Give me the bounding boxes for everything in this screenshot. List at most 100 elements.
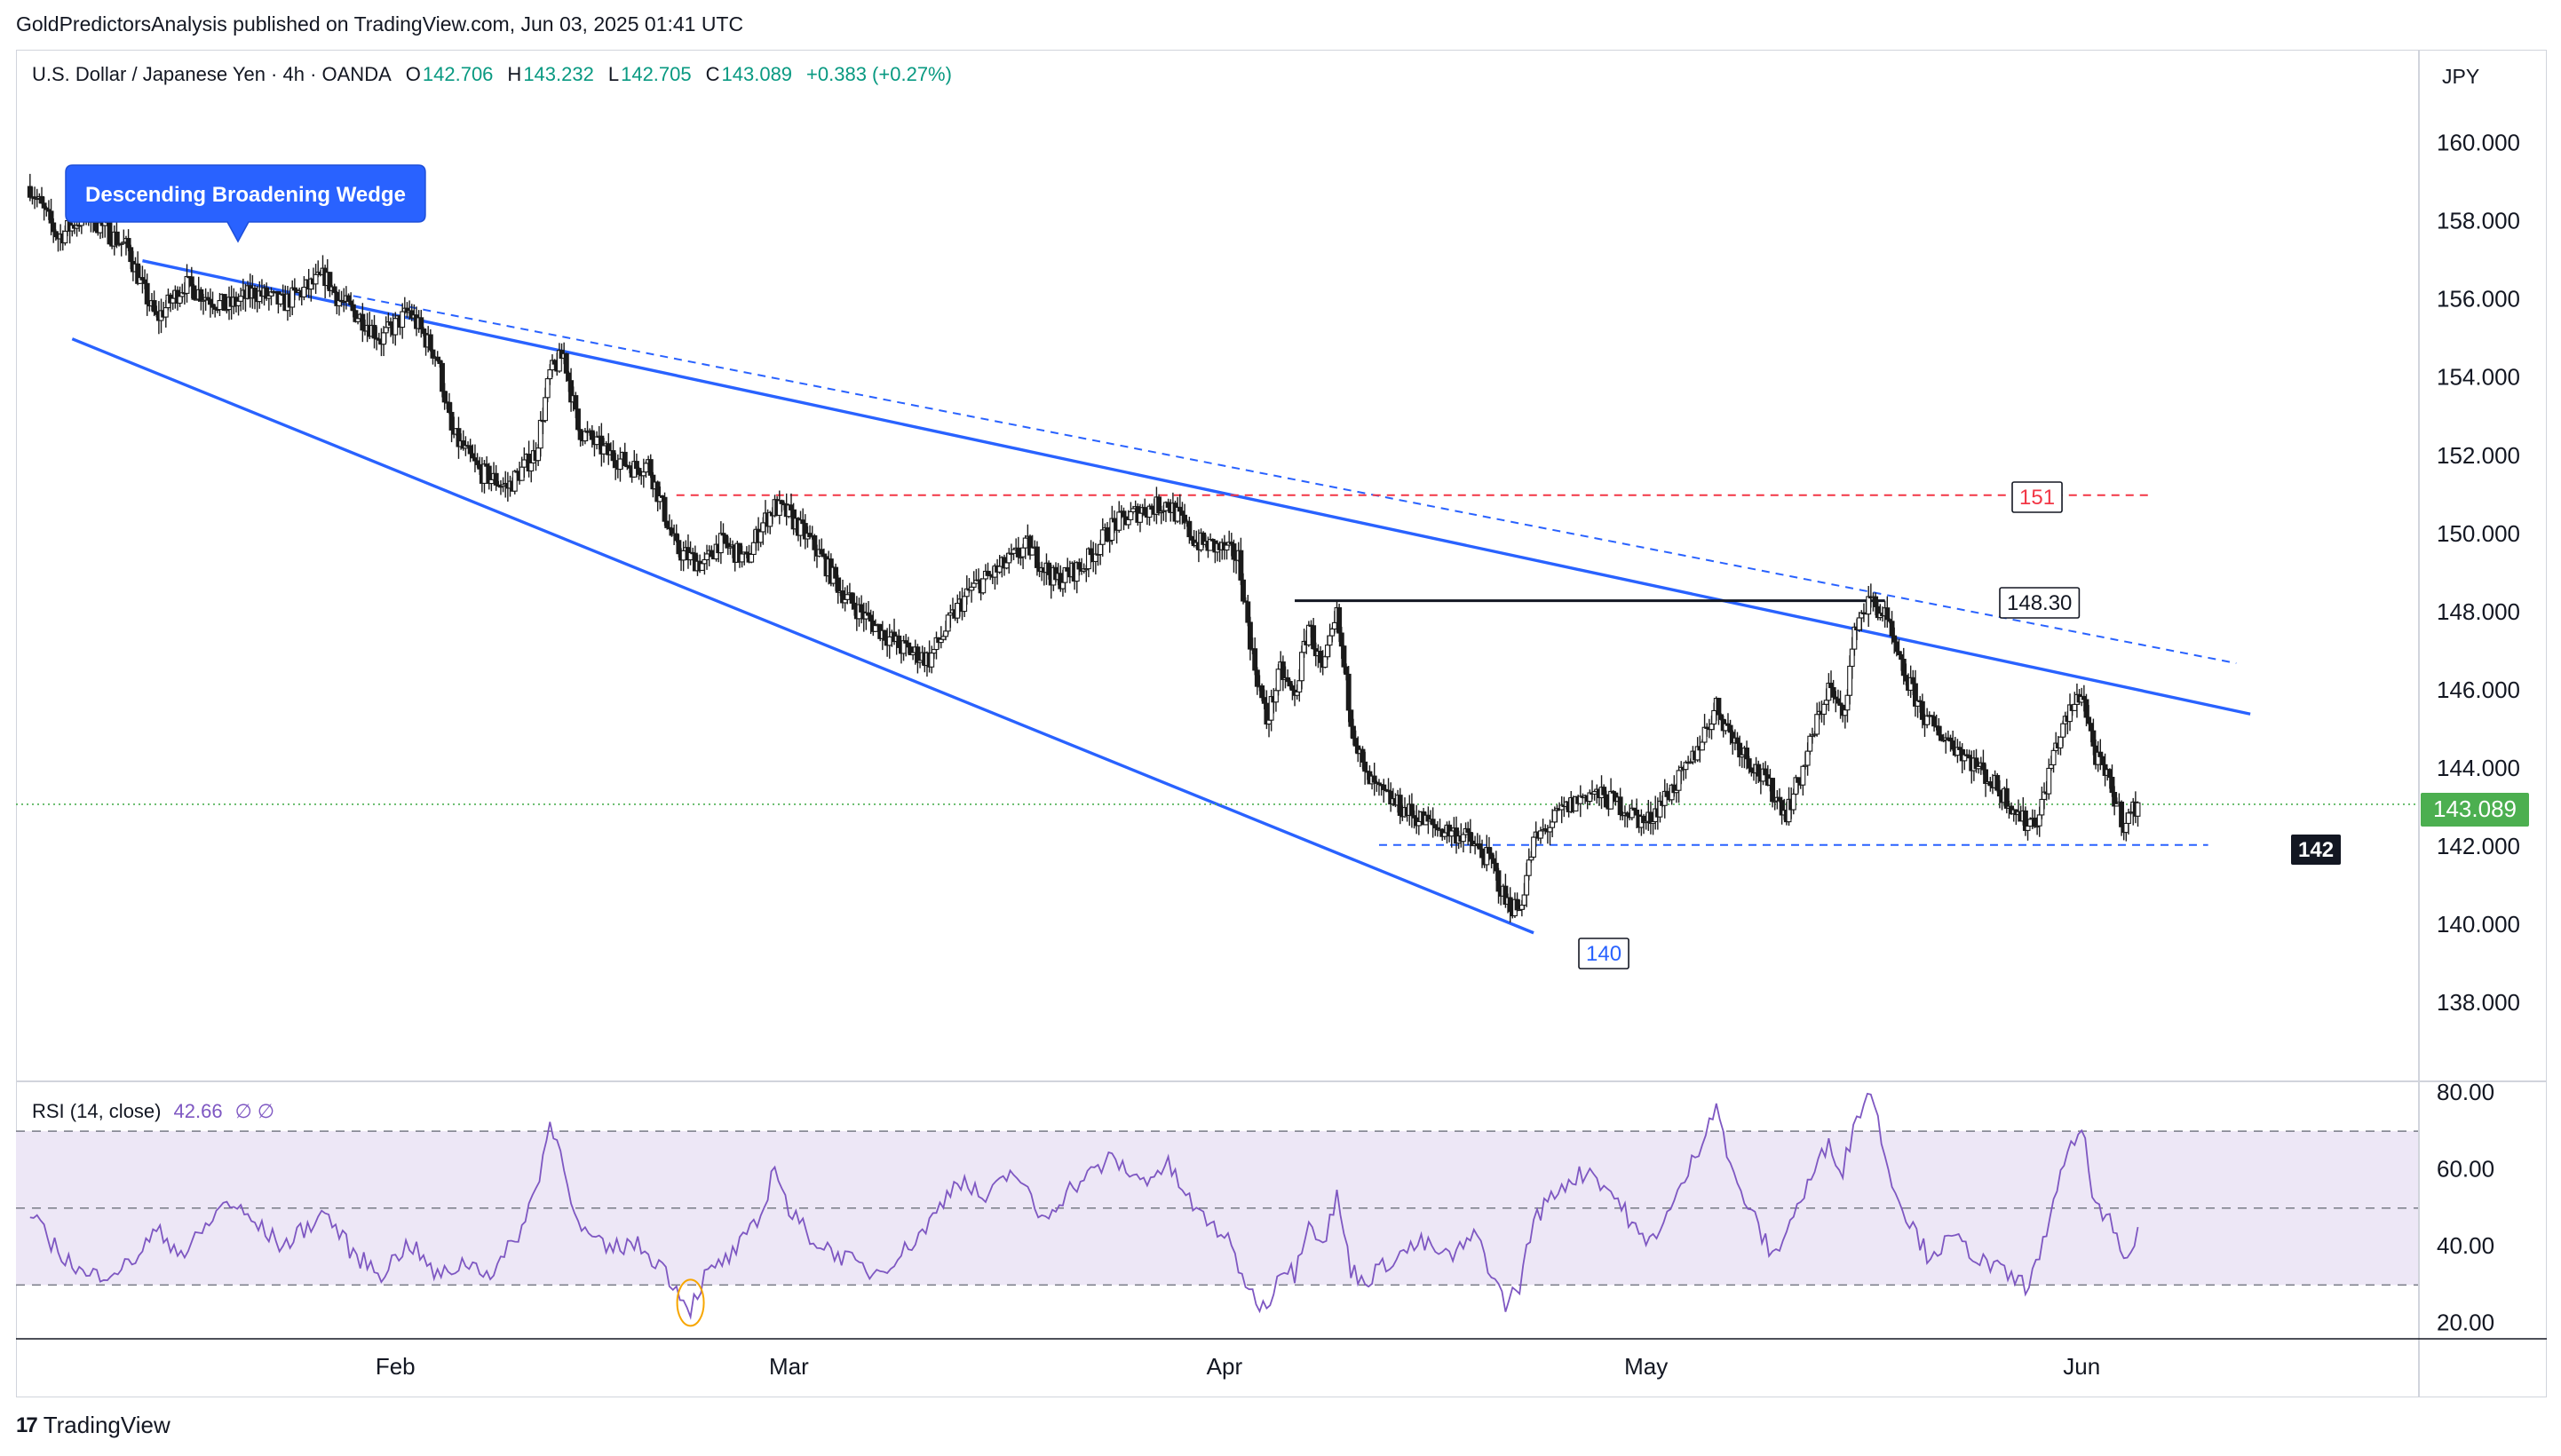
label-148-30-box [1999, 587, 2081, 619]
candle-down [1718, 714, 1724, 720]
candle-up [643, 463, 649, 473]
candle-down [198, 289, 204, 302]
candle-down [1344, 666, 1350, 676]
candle-down [348, 300, 354, 305]
ohlc-low: 142.705 [621, 63, 692, 85]
candle-down [1177, 506, 1183, 512]
rsi-header-label: RSI (14, close) [32, 1100, 162, 1122]
candle-down [566, 372, 572, 382]
candle-down [800, 519, 806, 525]
candle-down [188, 276, 194, 287]
candle-down [1015, 547, 1021, 558]
candle-up [313, 273, 319, 285]
candle-up [945, 614, 951, 632]
candle-up [519, 466, 525, 481]
price-tick-label: 144.000 [2437, 755, 2520, 781]
candle-down [1338, 632, 1344, 647]
candle-down [1987, 781, 1994, 787]
candle-down [676, 540, 682, 555]
tradingview-logo[interactable]: 17 TradingView [16, 1412, 170, 1439]
candle-up [1116, 511, 1122, 531]
candle-up [996, 566, 1003, 573]
candle-up [601, 445, 607, 455]
candle-down [448, 411, 455, 431]
price-tick-label: 152.000 [2437, 442, 2520, 469]
candle-down [441, 391, 448, 403]
candle-up [177, 296, 183, 305]
candle-down [622, 451, 628, 466]
label-142-box [2291, 835, 2342, 865]
rsi-line [29, 1092, 2139, 1320]
candle-down [1796, 777, 1802, 783]
candle-up [1460, 834, 1466, 843]
candle-up [2046, 767, 2052, 795]
candle-down [1919, 700, 1925, 720]
candle-up [1327, 635, 1333, 646]
candle-up [1011, 549, 1017, 554]
time-tick-label: Mar [769, 1353, 809, 1380]
annotation-layer: 151 148.30 140 142 143.089 Descending Broaden… [65, 164, 2529, 969]
candle-up [537, 419, 543, 449]
candle-up [1551, 810, 1558, 823]
candle-down [1348, 709, 1354, 727]
candle-down [27, 186, 33, 198]
candle-down [1189, 535, 1194, 541]
candle-up [62, 230, 68, 244]
candle-down [418, 317, 424, 330]
candle-down [1479, 848, 1485, 859]
ohlc-low-label: L [608, 63, 619, 85]
candle-up [1138, 512, 1143, 523]
candle-up [1676, 770, 1682, 791]
candle-down [1903, 675, 1909, 682]
candle-up [2126, 812, 2131, 824]
candle-down [107, 222, 113, 245]
candle-up [184, 275, 190, 294]
rsi-layer [29, 1092, 2139, 1327]
candle-down [142, 279, 148, 284]
candle-down [1896, 651, 1902, 656]
candle-down [477, 463, 483, 470]
candle-down [1899, 653, 1905, 661]
candle-down [1734, 737, 1740, 744]
candle-down [207, 298, 213, 305]
candle-down [1507, 897, 1513, 913]
candle-down [128, 247, 134, 263]
candle-up [2036, 814, 2042, 827]
candle-down [882, 629, 888, 641]
candle-up [1441, 832, 1447, 837]
candle-down [1756, 764, 1762, 777]
rsi-header-value: 42.66 [174, 1100, 223, 1122]
candle-down [1245, 601, 1251, 623]
candle-up [1322, 656, 1328, 669]
candle-up [1823, 700, 1829, 705]
last-price-badge-text: 143.089 [2433, 795, 2517, 822]
candle-up [1266, 719, 1272, 725]
candle-down [610, 450, 616, 462]
candle-down [1259, 684, 1265, 699]
candle-down [1617, 796, 1623, 816]
wedge-callout: Descending Broadening Wedge [65, 164, 426, 243]
candle-down [41, 202, 47, 209]
candle-down [1931, 716, 1938, 727]
candle-up [383, 327, 389, 334]
label-151-box [2011, 481, 2063, 513]
candle-up [1224, 544, 1230, 551]
candle-down [1247, 621, 1253, 650]
candle-down [1112, 518, 1117, 523]
candle-down [2003, 787, 2010, 809]
candle-up [1538, 830, 1543, 839]
candle-down [350, 304, 356, 312]
rsi-tick-label: 60.00 [2437, 1155, 2494, 1182]
candle-down [1828, 682, 1834, 689]
candle-up [971, 582, 977, 588]
candle-up [1526, 859, 1532, 876]
candle-down [1486, 847, 1492, 854]
currency-label: JPY [2442, 65, 2479, 88]
candle-down [1900, 659, 1907, 677]
candle-down [812, 534, 818, 550]
candle-down [1285, 677, 1291, 683]
candle-up [1325, 645, 1330, 658]
price-tick-label: 138.000 [2437, 989, 2520, 1016]
candle-up [1709, 723, 1715, 731]
